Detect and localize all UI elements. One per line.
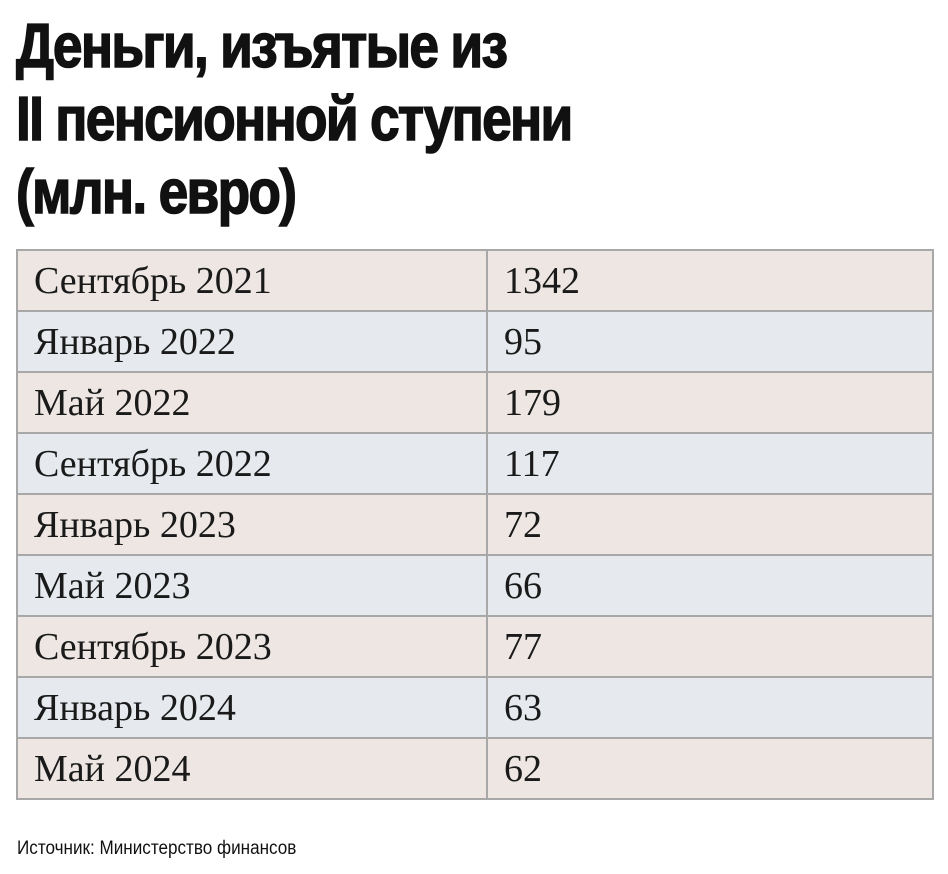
value-cell: 179 <box>486 371 934 434</box>
table-row: Сентябрь 2021 1342 <box>16 249 934 312</box>
table-row: Январь 2022 95 <box>16 310 934 373</box>
period-cell: Январь 2023 <box>16 493 488 556</box>
period-cell: Январь 2024 <box>16 676 488 739</box>
table-row: Май 2023 66 <box>16 554 934 617</box>
value-cell: 62 <box>486 737 934 800</box>
table-row: Май 2024 62 <box>16 737 934 800</box>
value-cell: 77 <box>486 615 934 678</box>
period-cell: Май 2023 <box>16 554 488 617</box>
value-cell: 1342 <box>486 249 934 312</box>
period-cell: Май 2024 <box>16 737 488 800</box>
period-cell: Январь 2022 <box>16 310 488 373</box>
title-line: II пенсионной ступени <box>15 84 574 155</box>
period-cell: Сентябрь 2023 <box>16 615 488 678</box>
source: Источник: Министерство финансов <box>17 838 297 859</box>
title: Деньги, изъятые из II пенсионной ступени(… <box>15 10 662 229</box>
value-cell: 63 <box>486 676 934 739</box>
value-cell: 72 <box>486 493 934 556</box>
period-cell: Сентябрь 2021 <box>16 249 488 312</box>
title-line: (млн. евро) <box>15 157 297 228</box>
title-line: Деньги, изъятые из <box>15 11 508 82</box>
table: Сентябрь 2021 1342 Январь 2022 95 Май 2022 17… <box>16 249 934 800</box>
table-row: Январь 2024 63 <box>16 676 934 739</box>
value-cell: 95 <box>486 310 934 373</box>
period-cell: Май 2022 <box>16 371 488 434</box>
value-cell: 66 <box>486 554 934 617</box>
table-row: Май 2022 179 <box>16 371 934 434</box>
value-cell: 117 <box>486 432 934 495</box>
table-row: Сентябрь 2023 77 <box>16 615 934 678</box>
period-cell: Сентябрь 2022 <box>16 432 488 495</box>
table-row: Январь 2023 72 <box>16 493 934 556</box>
table-row: Сентябрь 2022 117 <box>16 432 934 495</box>
